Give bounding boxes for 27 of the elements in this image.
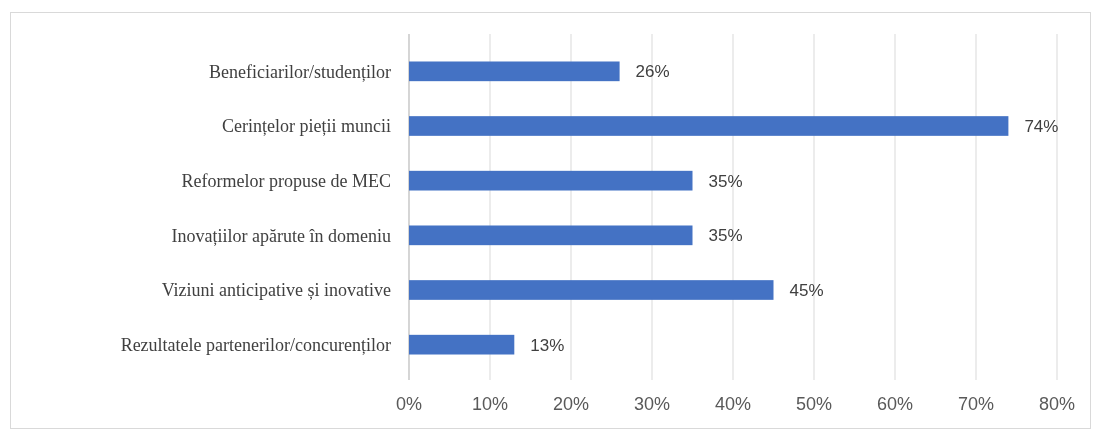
y-tick-label: Rezultatele partenerilor/concurenților: [120, 334, 391, 355]
x-tick-label: 40%: [714, 394, 752, 414]
data-label: 35%: [708, 171, 743, 191]
x-tick-label: 20%: [552, 394, 590, 414]
data-label: 74%: [1024, 116, 1059, 136]
bar: [409, 61, 620, 82]
y-tick-label: Inovațiilor apărute în domeniu: [171, 225, 391, 246]
x-tick-label: 0%: [395, 394, 423, 414]
bar: [409, 170, 693, 191]
data-label: 35%: [708, 226, 743, 246]
y-tick-label: Reformelor propuse de MEC: [181, 170, 391, 191]
y-tick-label: Beneficiarilor/studenților: [209, 61, 391, 82]
x-tick-label: 70%: [957, 394, 995, 414]
bar: [409, 225, 693, 246]
x-tick-label: 60%: [876, 394, 914, 414]
y-tick-label: Cerințelor pieții muncii: [222, 116, 391, 137]
x-tick-label: 80%: [1038, 394, 1076, 414]
x-tick-label: 10%: [471, 394, 509, 414]
data-label: 26%: [635, 62, 670, 82]
bar: [409, 334, 515, 355]
y-tick-label: Viziuni anticipative și inovative: [161, 280, 392, 301]
data-label: 13%: [530, 335, 565, 355]
bar: [409, 116, 1009, 136]
x-tick-label: 30%: [633, 394, 671, 414]
bar: [409, 280, 774, 300]
data-label: 45%: [789, 280, 824, 300]
x-tick-label: 50%: [795, 394, 833, 414]
